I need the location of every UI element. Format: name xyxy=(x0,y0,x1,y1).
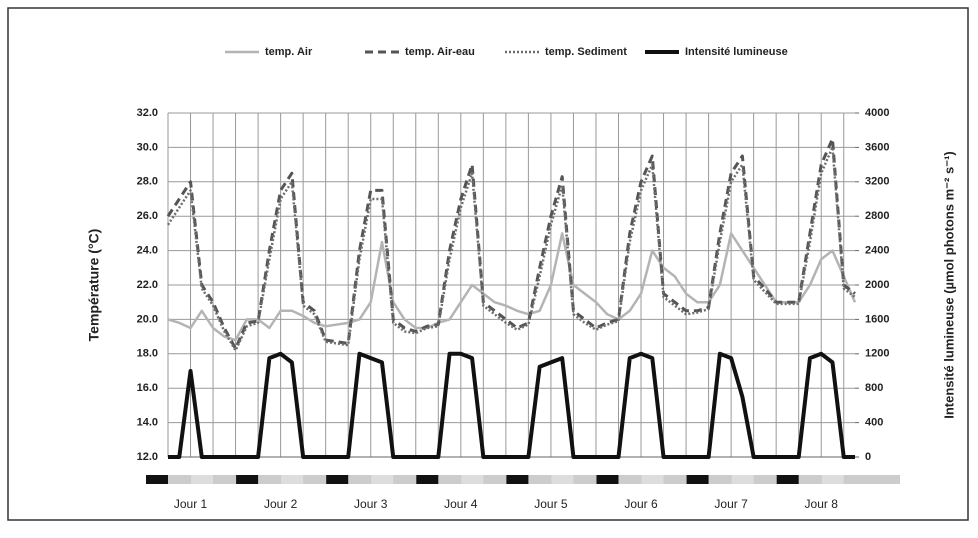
y-tick-label: 30.0 xyxy=(137,141,158,153)
y2-tick-label: 3200 xyxy=(865,176,889,188)
night-segment xyxy=(371,475,394,484)
night-segment xyxy=(641,475,664,484)
y2-tick-label: 400 xyxy=(865,417,883,429)
x-tick-label: Jour 5 xyxy=(534,497,568,511)
x-tick-label: Jour 6 xyxy=(624,497,658,511)
x-tick-label: Jour 8 xyxy=(805,497,839,511)
y2-tick-label: 2800 xyxy=(865,210,889,222)
legend-label: Intensité lumineuse xyxy=(685,46,788,58)
y-tick-label: 18.0 xyxy=(137,348,158,360)
legend-label: temp. Air-eau xyxy=(405,46,475,58)
frame xyxy=(7,7,969,521)
y-axis-title: Température (°C) xyxy=(86,229,102,342)
legend-label: temp. Air xyxy=(265,46,313,58)
y2-tick-label: 800 xyxy=(865,382,883,394)
night-segment xyxy=(686,475,709,484)
series-line xyxy=(166,146,856,352)
x-tick-label: Jour 3 xyxy=(354,497,388,511)
x-tick-label: Jour 4 xyxy=(444,497,478,511)
x-tick-label: Jour 1 xyxy=(174,497,208,511)
y2-tick-label: 2400 xyxy=(865,245,889,257)
y-tick-label: 20.0 xyxy=(137,313,158,325)
night-segment xyxy=(506,475,529,484)
night-segment xyxy=(326,475,349,484)
x-tick-label: Jour 2 xyxy=(264,497,298,511)
y-tick-label: 26.0 xyxy=(137,210,158,222)
x-tick-label: Jour 7 xyxy=(714,497,748,511)
series-line xyxy=(167,232,857,342)
night-segment xyxy=(776,475,799,484)
night-segment xyxy=(731,475,754,484)
y-tick-label: 24.0 xyxy=(137,245,158,257)
y-tick-label: 12.0 xyxy=(137,451,158,463)
y2-tick-label: 3600 xyxy=(865,141,889,153)
y-tick-label: 32.0 xyxy=(137,107,158,119)
night-segment xyxy=(551,475,574,484)
night-segment xyxy=(191,475,214,484)
y2-tick-label: 1200 xyxy=(865,348,889,360)
night-segment xyxy=(461,475,484,484)
y2-tick-label: 2000 xyxy=(865,279,889,291)
y-tick-label: 22.0 xyxy=(137,279,158,291)
series-line xyxy=(168,351,855,459)
night-segment xyxy=(416,475,439,484)
y-tick-label: 28.0 xyxy=(137,176,158,188)
y-tick-label: 14.0 xyxy=(137,417,158,429)
y2-tick-label: 1600 xyxy=(865,313,889,325)
y2-tick-label: 0 xyxy=(865,451,871,463)
night-segment xyxy=(236,475,259,484)
y-tick-label: 16.0 xyxy=(137,382,158,394)
legend-label: temp. Sediment xyxy=(545,46,627,58)
night-segment xyxy=(821,475,844,484)
y2-tick-label: 4000 xyxy=(865,107,889,119)
night-segment xyxy=(281,475,304,484)
series-line xyxy=(166,137,856,351)
night-segment xyxy=(596,475,619,484)
night-segment xyxy=(146,475,168,484)
y2-axis-title: Intensité lumineuse (µmol photons m⁻² s⁻… xyxy=(941,151,956,419)
